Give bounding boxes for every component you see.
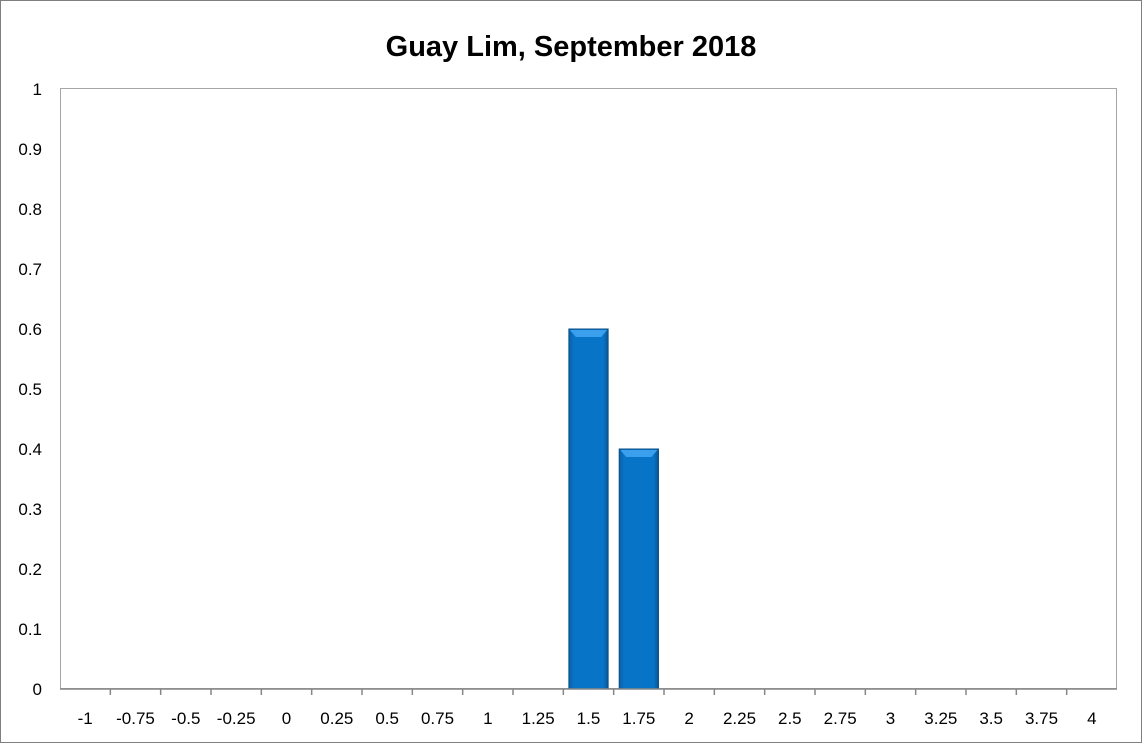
y-tick-label: 0.8 bbox=[18, 200, 42, 219]
y-tick-label: 0.5 bbox=[18, 380, 42, 399]
y-tick-label: 0.2 bbox=[18, 560, 42, 579]
x-tick-label: 3.25 bbox=[924, 709, 957, 728]
y-tick-label: 0.3 bbox=[18, 500, 42, 519]
x-tick-label: 0.5 bbox=[375, 709, 399, 728]
x-tick-label: 3.5 bbox=[979, 709, 1003, 728]
x-tick-label: -1 bbox=[78, 709, 93, 728]
bar-1.5 bbox=[568, 328, 609, 690]
x-tick-label: -0.75 bbox=[116, 709, 155, 728]
bar-1.75 bbox=[618, 448, 659, 690]
x-tick-label: 3.75 bbox=[1025, 709, 1058, 728]
x-tick-label: 1.5 bbox=[577, 709, 601, 728]
x-tick-label: 2.75 bbox=[824, 709, 857, 728]
y-tick-label: 0.4 bbox=[18, 440, 42, 459]
y-tick-label: 0.7 bbox=[18, 260, 42, 279]
x-tick-label: 1.25 bbox=[522, 709, 555, 728]
x-tick-label: 3 bbox=[886, 709, 895, 728]
x-tick-label: -0.5 bbox=[171, 709, 200, 728]
x-tick-label: 2.25 bbox=[723, 709, 756, 728]
y-tick-label: 0 bbox=[33, 680, 42, 699]
x-tick-label: 0.75 bbox=[421, 709, 454, 728]
x-tick-label: 2 bbox=[684, 709, 693, 728]
x-tick-label: 4 bbox=[1087, 709, 1096, 728]
chart-title: Guay Lim, September 2018 bbox=[386, 31, 757, 63]
bar-bevel bbox=[620, 450, 658, 457]
y-tick-label: 1 bbox=[33, 80, 42, 99]
x-tick-label: 1 bbox=[483, 709, 492, 728]
y-tick-label: 0.6 bbox=[18, 320, 42, 339]
x-tick-label: 0 bbox=[282, 709, 291, 728]
x-tick-label: 0.25 bbox=[320, 709, 353, 728]
y-tick-label: 0.9 bbox=[18, 140, 42, 159]
x-tick-label: -0.25 bbox=[217, 709, 256, 728]
y-tick-label: 0.1 bbox=[18, 620, 42, 639]
x-tick-label: 1.75 bbox=[622, 709, 655, 728]
bar-bevel bbox=[569, 330, 608, 337]
x-tick-label: 2.5 bbox=[778, 709, 802, 728]
